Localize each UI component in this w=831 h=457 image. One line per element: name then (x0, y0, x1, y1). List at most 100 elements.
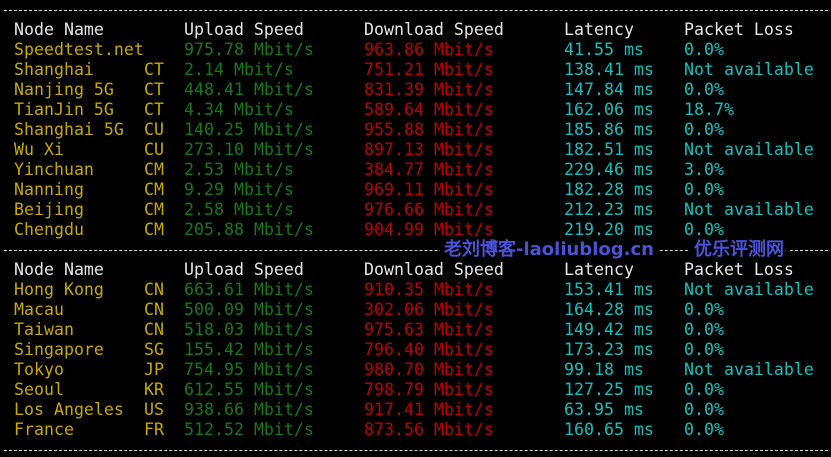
cell-down: 831.39 Mbit/s (364, 80, 494, 99)
cell-up: 500.09 Mbit/s (184, 300, 314, 319)
cell-name: Speedtest.net (14, 40, 144, 59)
cell-loss: 18.7% (684, 100, 734, 119)
table-row: Shanghai 5G CU 140.25 Mbit/s 955.88 Mbit/s 1… (0, 120, 831, 140)
table-row: Taiwan CN 518.03 Mbit/s 975.63 Mbit/s 149.42… (0, 320, 831, 340)
cell-loss: 0.0% (684, 400, 724, 419)
cell-cc: CM (144, 160, 164, 179)
cell-lat: 212.23 ms (564, 200, 654, 219)
cell-loss: 0.0% (684, 180, 724, 199)
cell-cc: CT (144, 100, 164, 119)
header-latency: Latency (564, 260, 634, 279)
cell-up: 140.25 Mbit/s (184, 120, 314, 139)
table-row: TianJin 5G CT 4.34 Mbit/s 589.64 Mbit/s 162.… (0, 100, 831, 120)
cell-name: Wu Xi (14, 140, 64, 159)
cell-loss: 0.0% (684, 40, 724, 59)
separator-line (4, 450, 828, 451)
cell-lat: 219.20 ms (564, 220, 654, 239)
cell-lat: 185.86 ms (564, 120, 654, 139)
cell-name: Hong Kong (14, 280, 104, 299)
cell-down: 751.21 Mbit/s (364, 60, 494, 79)
header-upload: Upload Speed (184, 20, 304, 39)
cell-cc: CM (144, 200, 164, 219)
cell-cc: FR (144, 420, 164, 439)
header-loss: Packet Loss (684, 20, 794, 39)
table-row: Shanghai CT 2.14 Mbit/s 751.21 Mbit/s 138.41… (0, 60, 831, 80)
cell-down: 963.86 Mbit/s (364, 40, 494, 59)
table-row: Tokyo JP 754.95 Mbit/s 980.70 Mbit/s 99.18 m… (0, 360, 831, 380)
header-node: Node Name (14, 20, 104, 39)
table-row: Hong Kong CN 663.61 Mbit/s 910.35 Mbit/s 153… (0, 280, 831, 300)
cell-cc: CT (144, 60, 164, 79)
cell-down: 796.40 Mbit/s (364, 340, 494, 359)
cell-up: 205.88 Mbit/s (184, 220, 314, 239)
cell-loss: 0.0% (684, 380, 724, 399)
cell-cc: CM (144, 220, 164, 239)
cell-lat: 182.28 ms (564, 180, 654, 199)
cell-name: Tokyo (14, 360, 64, 379)
table-row: Seoul KR 612.55 Mbit/s 798.79 Mbit/s 127.25 … (0, 380, 831, 400)
cell-cc: CU (144, 140, 164, 159)
cell-lat: 127.25 ms (564, 380, 654, 399)
cell-up: 273.10 Mbit/s (184, 140, 314, 159)
table-header: Node Name Upload Speed Download Speed Laten… (0, 260, 831, 280)
cell-loss: 0.0% (684, 120, 724, 139)
cell-up: 512.52 Mbit/s (184, 420, 314, 439)
cell-down: 904.99 Mbit/s (364, 220, 494, 239)
cell-name: Beijing (14, 200, 84, 219)
cell-cc: SG (144, 340, 164, 359)
cell-lat: 162.06 ms (564, 100, 654, 119)
cell-cc: JP (144, 360, 164, 379)
table-row: Speedtest.net 975.78 Mbit/s 963.86 Mbit/s 4… (0, 40, 831, 60)
cell-cc: CM (144, 180, 164, 199)
cell-name: Singapore (14, 340, 104, 359)
cell-down: 917.41 Mbit/s (364, 400, 494, 419)
table-row: Macau CN 500.09 Mbit/s 302.06 Mbit/s 164.28 … (0, 300, 831, 320)
table-header: Node Name Upload Speed Download Speed Laten… (0, 20, 831, 40)
cell-down: 955.88 Mbit/s (364, 120, 494, 139)
cell-name: Macau (14, 300, 64, 319)
cell-name: Yinchuan (14, 160, 94, 179)
cell-name: Taiwan (14, 320, 74, 339)
cell-down: 975.63 Mbit/s (364, 320, 494, 339)
cell-up: 754.95 Mbit/s (184, 360, 314, 379)
cell-lat: 173.23 ms (564, 340, 654, 359)
cell-lat: 182.51 ms (564, 140, 654, 159)
cell-down: 976.66 Mbit/s (364, 200, 494, 219)
cell-down: 910.35 Mbit/s (364, 280, 494, 299)
cell-lat: 147.84 ms (564, 80, 654, 99)
header-download: Download Speed (364, 20, 504, 39)
separator-line (4, 250, 828, 251)
cell-up: 2.14 Mbit/s (184, 60, 294, 79)
cell-down: 384.77 Mbit/s (364, 160, 494, 179)
cell-lat: 149.42 ms (564, 320, 654, 339)
cell-up: 9.29 Mbit/s (184, 180, 294, 199)
cell-down: 798.79 Mbit/s (364, 380, 494, 399)
cell-loss: 0.0% (684, 340, 724, 359)
cell-name: France (14, 420, 74, 439)
table-row: Chengdu CM 205.88 Mbit/s 904.99 Mbit/s 219.2… (0, 220, 831, 240)
header-loss: Packet Loss (684, 260, 794, 279)
cell-loss: Not available (684, 280, 814, 299)
watermark-site: 优乐评测网 (690, 240, 788, 260)
cell-loss: 0.0% (684, 320, 724, 339)
cell-loss: 0.0% (684, 420, 724, 439)
cell-loss: Not available (684, 200, 814, 219)
table-row: Nanning CM 9.29 Mbit/s 969.11 Mbit/s 182.28 … (0, 180, 831, 200)
header-upload: Upload Speed (184, 260, 304, 279)
table-row: Beijing CM 2.58 Mbit/s 976.66 Mbit/s 212.23 … (0, 200, 831, 220)
header-latency: Latency (564, 20, 634, 39)
cell-loss: 3.0% (684, 160, 724, 179)
table-row: Wu Xi CU 273.10 Mbit/s 897.13 Mbit/s 182.51 … (0, 140, 831, 160)
header-node: Node Name (14, 260, 104, 279)
cell-lat: 138.41 ms (564, 60, 654, 79)
cell-name: TianJin 5G (14, 100, 114, 119)
cell-up: 2.53 Mbit/s (184, 160, 294, 179)
watermark-blog: 老刘博客-laoliublog.cn (440, 240, 658, 260)
cell-down: 302.06 Mbit/s (364, 300, 494, 319)
cell-cc: CN (144, 280, 164, 299)
table-row: Los Angeles US 938.66 Mbit/s 917.41 Mbit/s 6… (0, 400, 831, 420)
cell-cc: CT (144, 80, 164, 99)
cell-up: 518.03 Mbit/s (184, 320, 314, 339)
cell-up: 975.78 Mbit/s (184, 40, 314, 59)
cell-up: 448.41 Mbit/s (184, 80, 314, 99)
